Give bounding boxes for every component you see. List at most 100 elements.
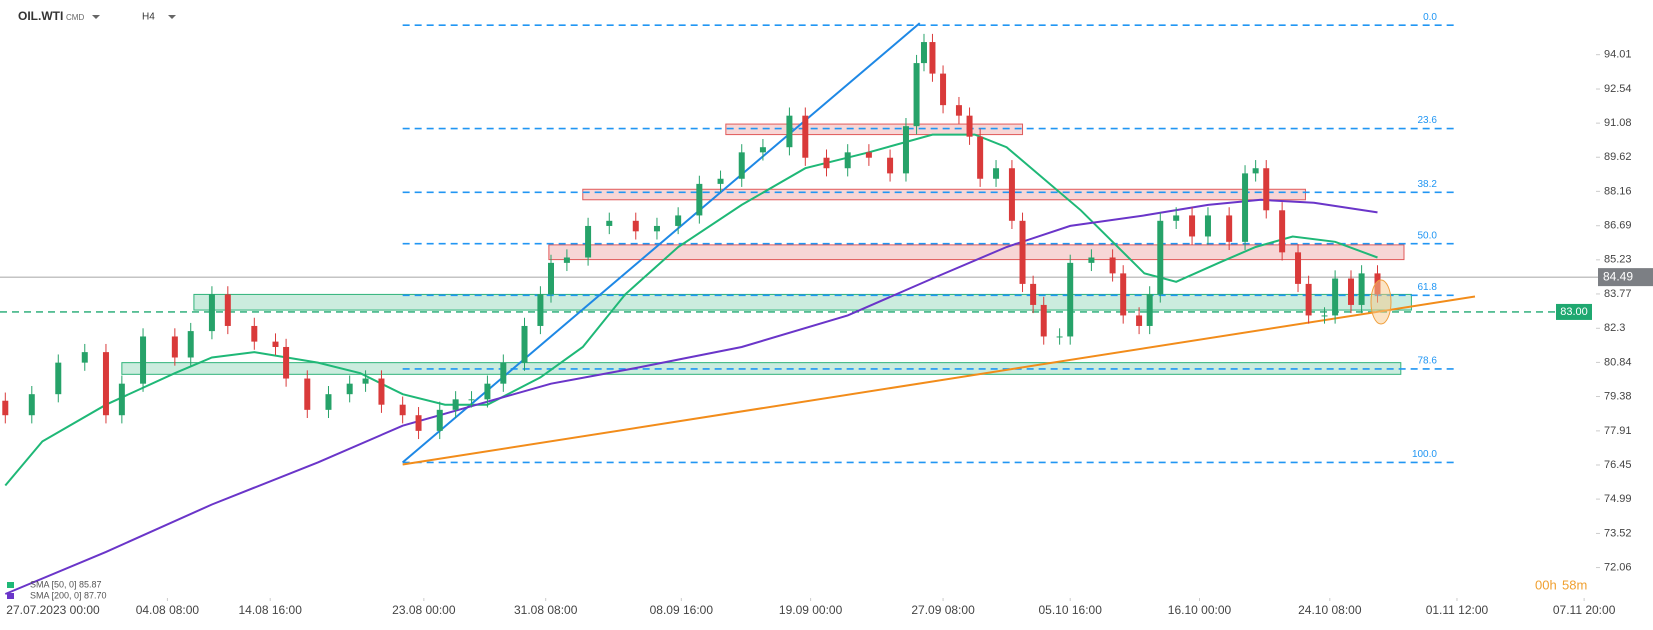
y-tick-label: 92.54 bbox=[1604, 83, 1632, 95]
candle-body bbox=[468, 399, 475, 401]
zone bbox=[582, 188, 1306, 201]
last-price-label: 84.49 bbox=[1603, 269, 1633, 283]
x-tick-label: 27.07.2023 00:00 bbox=[6, 603, 100, 617]
candle-body bbox=[548, 262, 554, 295]
y-tick-label: 88.16 bbox=[1604, 185, 1632, 197]
candle-body bbox=[1067, 262, 1074, 337]
candle-body bbox=[2, 400, 9, 416]
zone bbox=[725, 123, 1024, 136]
candle-body bbox=[977, 136, 984, 179]
candle-body bbox=[585, 225, 592, 258]
fib-label: 38.2 bbox=[1418, 179, 1438, 190]
candle-body bbox=[1348, 278, 1355, 305]
candle-body bbox=[1204, 215, 1211, 237]
candle-body bbox=[362, 378, 369, 384]
candle-body bbox=[1008, 168, 1015, 221]
sma-line bbox=[4, 198, 1378, 595]
timeframe[interactable]: H4 bbox=[142, 12, 155, 23]
legend-entry: SMA [200, 0] 87.70 bbox=[30, 590, 107, 600]
candle-body bbox=[208, 294, 215, 332]
candle-body bbox=[1252, 168, 1259, 174]
candle-body bbox=[224, 294, 231, 326]
candle-body bbox=[1173, 215, 1180, 221]
legend-swatch bbox=[7, 582, 14, 588]
y-tick-label: 73.52 bbox=[1604, 527, 1632, 539]
candle-body bbox=[55, 362, 62, 395]
candle-body bbox=[1136, 315, 1143, 326]
countdown-hours: 00h bbox=[1535, 577, 1557, 592]
candle-body bbox=[563, 257, 570, 263]
candle-body bbox=[902, 126, 909, 174]
candle-body bbox=[1040, 304, 1047, 337]
y-tick-label: 91.08 bbox=[1604, 117, 1632, 129]
candle-body bbox=[1332, 278, 1339, 316]
dropdown-icon[interactable] bbox=[92, 15, 100, 19]
fib-label: 61.8 bbox=[1418, 282, 1438, 293]
candle-body bbox=[1321, 315, 1328, 317]
x-tick-label: 14.08 16:00 bbox=[238, 603, 302, 617]
candle-body bbox=[606, 220, 613, 226]
x-tick-label: 31.08 08:00 bbox=[514, 603, 578, 617]
y-tick-label: 94.01 bbox=[1604, 49, 1632, 61]
candle-body bbox=[955, 105, 962, 116]
candle-body bbox=[1120, 273, 1127, 316]
level-label: 83.00 bbox=[1560, 306, 1588, 318]
fib-label: 100.0 bbox=[1412, 449, 1437, 460]
level-badge bbox=[1556, 303, 1592, 320]
candle-body bbox=[1146, 294, 1153, 326]
x-tick-label: 08.09 16:00 bbox=[650, 603, 714, 617]
plot-area: 72.06 73.52 74.99 76.45 77.91 79.38 80.84 82.3 8… bbox=[0, 12, 1653, 617]
fib-label: 0.0 bbox=[1423, 12, 1437, 23]
candle-body bbox=[717, 178, 724, 184]
y-tick-label: 86.69 bbox=[1604, 220, 1632, 232]
candle-body bbox=[1109, 257, 1116, 274]
candle-body bbox=[81, 352, 88, 363]
candle-body bbox=[1358, 273, 1365, 305]
x-tick-label: 27.09 08:00 bbox=[911, 603, 975, 617]
symbol[interactable]: OIL.WTI bbox=[18, 9, 63, 23]
market: CMD bbox=[66, 13, 84, 22]
countdown-minutes: 58m bbox=[1562, 577, 1587, 592]
dropdown-icon[interactable] bbox=[168, 15, 176, 19]
candle-body bbox=[929, 42, 936, 74]
candle-body bbox=[1226, 215, 1233, 242]
candle-body bbox=[1019, 220, 1026, 284]
candle-body bbox=[537, 294, 544, 326]
candle-body bbox=[171, 336, 178, 358]
candle-body bbox=[823, 157, 830, 169]
x-tick-label: 19.09 00:00 bbox=[779, 603, 843, 617]
y-tick-label: 85.23 bbox=[1604, 254, 1632, 266]
x-tick-label: 04.08 08:00 bbox=[136, 603, 200, 617]
candle-body bbox=[1279, 210, 1286, 253]
x-tick-label: 05.10 16:00 bbox=[1039, 603, 1103, 617]
fib-label: 50.0 bbox=[1418, 230, 1438, 241]
candle-body bbox=[1242, 173, 1249, 242]
zone bbox=[193, 293, 1412, 311]
x-tick-label: 07.11 20:00 bbox=[1553, 603, 1616, 617]
y-tick-label: 72.06 bbox=[1604, 561, 1632, 573]
candle-body bbox=[283, 346, 290, 379]
candle-body bbox=[118, 383, 125, 416]
x-tick-label: 01.11 12:00 bbox=[1426, 603, 1489, 617]
candle-body bbox=[484, 383, 491, 400]
candle-body bbox=[1030, 283, 1037, 305]
candle-body bbox=[1305, 283, 1312, 316]
highlight-ellipse bbox=[1370, 279, 1392, 325]
candle-body bbox=[786, 115, 793, 148]
x-tick-label: 23.08 00:00 bbox=[392, 603, 456, 617]
candle-body bbox=[500, 362, 507, 384]
candle-body bbox=[346, 383, 353, 395]
candle-body bbox=[1056, 336, 1063, 338]
legend-entry: SMA [50, 0] 85.87 bbox=[30, 579, 102, 589]
fib-label: 78.6 bbox=[1418, 356, 1438, 367]
candle-body bbox=[632, 220, 639, 232]
y-tick-label: 82.3 bbox=[1604, 322, 1625, 334]
y-tick-label: 79.38 bbox=[1604, 390, 1632, 402]
candle-body bbox=[993, 168, 1000, 179]
candle-body bbox=[1157, 220, 1164, 295]
y-tick-label: 83.77 bbox=[1604, 288, 1632, 300]
candle-body bbox=[415, 415, 422, 431]
candle-body bbox=[140, 336, 147, 384]
last-price-badge bbox=[1598, 268, 1653, 287]
trendline bbox=[402, 295, 1476, 466]
